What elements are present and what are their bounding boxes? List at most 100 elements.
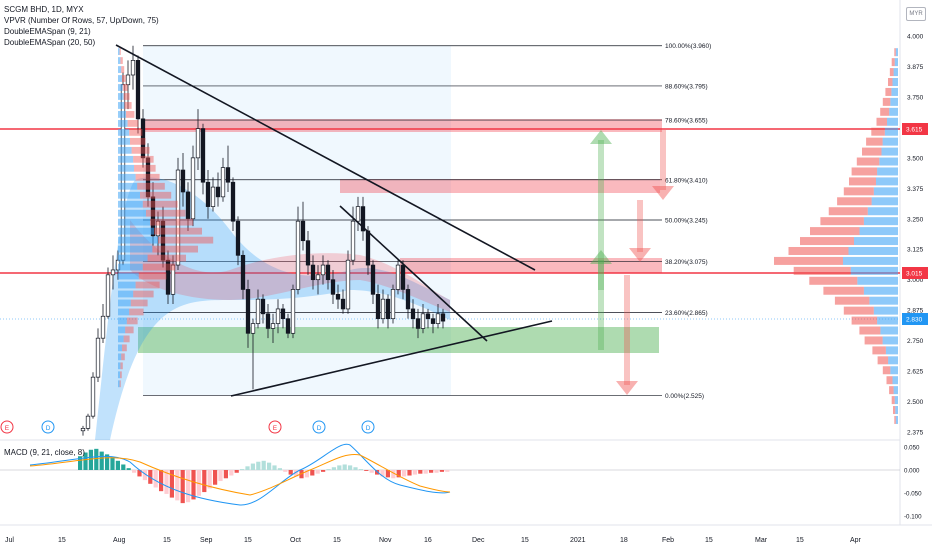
macd-histogram-bar bbox=[126, 468, 131, 470]
fib-level-label: 0.00%(2.525) bbox=[665, 393, 704, 400]
macd-histogram-bar bbox=[272, 465, 277, 470]
macd-histogram-bar bbox=[213, 470, 218, 485]
vpvr-left-down bbox=[130, 299, 148, 307]
candle-body bbox=[275, 308, 281, 324]
vpvr-left-up bbox=[118, 380, 120, 388]
vpvr-right-down bbox=[871, 127, 885, 136]
price-badge-label: 2.830 bbox=[906, 317, 923, 324]
vpvr-left-down bbox=[126, 111, 135, 118]
vpvr-left-up bbox=[118, 146, 132, 154]
macd-histogram-bar bbox=[250, 463, 255, 470]
vpvr-right-up bbox=[884, 127, 898, 136]
candle-body bbox=[350, 220, 356, 261]
candle-body bbox=[100, 315, 106, 339]
macd-histogram-bar bbox=[83, 452, 88, 470]
vpvr-right-down bbox=[876, 117, 887, 126]
time-axis-label: Aug bbox=[113, 537, 126, 544]
macd-legend[interactable]: MACD (9, 21, close, 8) bbox=[4, 448, 85, 457]
vpvr-right-up bbox=[871, 197, 898, 206]
resistance-zone-mid bbox=[340, 179, 660, 193]
candle-body bbox=[195, 128, 201, 159]
arrow-up-target-1-head bbox=[590, 130, 612, 144]
resistance-zone-low bbox=[400, 258, 662, 273]
legend-ema-1[interactable]: DoubleEMASpan (9, 21) bbox=[4, 27, 91, 36]
candle-body bbox=[160, 220, 166, 261]
vpvr-right-down bbox=[885, 87, 892, 96]
candle-body bbox=[365, 230, 371, 266]
macd-histogram-bar bbox=[294, 470, 299, 477]
vpvr-left-down bbox=[122, 84, 128, 91]
vpvr-right-down bbox=[886, 376, 893, 385]
arrow-down-1-shaft bbox=[660, 130, 666, 190]
vpvr-left-down bbox=[142, 200, 178, 208]
vpvr-right-up bbox=[887, 117, 898, 126]
vpvr-left-up bbox=[118, 371, 120, 379]
price-axis-tick: 2.750 bbox=[907, 338, 924, 345]
candle-body bbox=[380, 298, 386, 320]
candle-body bbox=[345, 259, 351, 310]
fib-level-label: 61.80%(3.410) bbox=[665, 177, 708, 184]
vpvr-left-down bbox=[138, 272, 167, 280]
vpvr-right-down bbox=[888, 78, 893, 87]
event-marker-label: D bbox=[46, 425, 51, 432]
vpvr-right-up bbox=[843, 256, 898, 265]
vpvr-left-up bbox=[118, 344, 122, 352]
vpvr-left-down bbox=[134, 164, 156, 172]
arrow-down-2-shaft bbox=[637, 200, 643, 252]
vpvr-left-down bbox=[154, 227, 202, 235]
candle-body bbox=[85, 415, 91, 429]
currency-badge[interactable]: MYR bbox=[906, 7, 926, 21]
vpvr-right-up bbox=[869, 296, 898, 305]
time-axis-label: 15 bbox=[705, 537, 713, 544]
price-axis-tick: 3.375 bbox=[907, 186, 924, 193]
candle-body bbox=[200, 128, 206, 183]
vpvr-left-up bbox=[118, 245, 153, 253]
macd-histogram-bar bbox=[418, 470, 423, 474]
macd-line bbox=[29, 443, 451, 506]
legend-vpvr[interactable]: VPVR (Number Of Rows, 57, Up/Down, 75) bbox=[4, 16, 159, 25]
vpvr-right-up bbox=[867, 207, 898, 216]
candle-body bbox=[210, 186, 216, 207]
fib-level-label: 78.60%(3.655) bbox=[665, 118, 708, 125]
legend-ema-2[interactable]: DoubleEMASpan (20, 50) bbox=[4, 38, 96, 47]
vpvr-left-down bbox=[120, 362, 123, 370]
macd-histogram-bar bbox=[94, 448, 99, 470]
vpvr-right-down bbox=[810, 227, 860, 236]
macd-histogram-bar bbox=[207, 470, 212, 489]
vpvr-left-down bbox=[120, 57, 123, 64]
vpvr-right-down bbox=[774, 256, 843, 265]
vpvr-right-up bbox=[859, 227, 898, 236]
resistance-zone-top bbox=[143, 119, 662, 132]
candle-body bbox=[330, 279, 336, 295]
macd-histogram-bar bbox=[434, 470, 439, 473]
legend-symbol[interactable]: SCGM BHD, 1D, MYX bbox=[4, 5, 84, 14]
trendline-descending-short bbox=[339, 205, 488, 342]
candle-body bbox=[430, 318, 436, 324]
fib-level-label: 38.20%(3.075) bbox=[665, 259, 708, 266]
vpvr-right-down bbox=[872, 346, 886, 355]
candle-body bbox=[265, 313, 271, 329]
vpvr-left-up bbox=[118, 200, 143, 208]
price-axis-tick: 3.000 bbox=[907, 277, 924, 284]
macd-histogram-bar bbox=[348, 465, 353, 470]
vpvr-right-down bbox=[793, 266, 851, 275]
event-marker bbox=[361, 420, 375, 434]
vpvr-right-down bbox=[856, 157, 880, 166]
macd-histogram-bar bbox=[364, 470, 369, 471]
vpvr-right-up bbox=[894, 396, 898, 405]
candle-body bbox=[190, 157, 196, 220]
macd-axis-tick: 0.000 bbox=[904, 468, 920, 475]
vpvr-right-up bbox=[891, 87, 898, 96]
macd-histogram-bar bbox=[304, 470, 309, 478]
macd-histogram-bar bbox=[407, 470, 412, 476]
time-axis-label: Jul bbox=[5, 537, 14, 544]
fib-level-label: 50.00%(3.245) bbox=[665, 217, 708, 224]
vpvr-right-up bbox=[895, 406, 898, 415]
macd-histogram-bar bbox=[423, 470, 428, 474]
macd-axis-tick: -0.050 bbox=[904, 491, 922, 498]
arrow-down-3-shaft bbox=[624, 275, 630, 385]
time-axis-label: Feb bbox=[662, 537, 674, 544]
candle-body bbox=[315, 274, 321, 281]
candle-body bbox=[225, 167, 231, 183]
signal-line bbox=[29, 453, 451, 496]
